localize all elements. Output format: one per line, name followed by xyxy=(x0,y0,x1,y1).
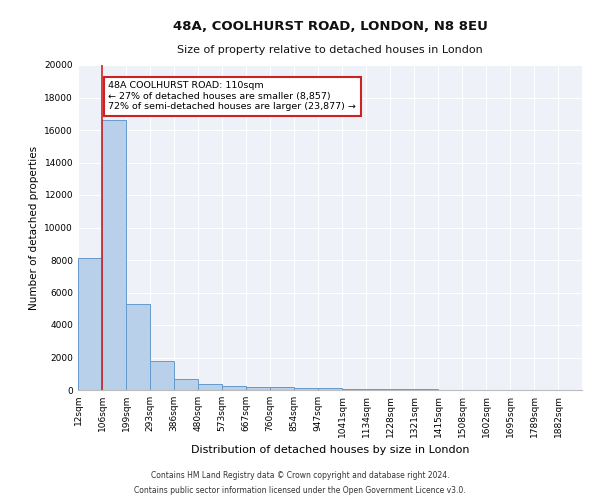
Bar xyxy=(390,389,414,390)
Bar xyxy=(150,361,174,390)
Bar xyxy=(198,384,222,390)
X-axis label: Distribution of detached houses by size in London: Distribution of detached houses by size … xyxy=(191,446,469,456)
Bar xyxy=(270,388,294,390)
Bar xyxy=(126,304,150,390)
Text: 48A COOLHURST ROAD: 110sqm
← 27% of detached houses are smaller (8,857)
72% of s: 48A COOLHURST ROAD: 110sqm ← 27% of deta… xyxy=(108,81,356,111)
Bar xyxy=(294,388,318,390)
Text: Contains HM Land Registry data © Crown copyright and database right 2024.: Contains HM Land Registry data © Crown c… xyxy=(151,471,449,480)
Bar xyxy=(342,388,366,390)
Bar xyxy=(174,378,198,390)
Bar xyxy=(366,389,390,390)
Bar xyxy=(102,120,126,390)
Text: 48A, COOLHURST ROAD, LONDON, N8 8EU: 48A, COOLHURST ROAD, LONDON, N8 8EU xyxy=(173,20,487,33)
Text: Size of property relative to detached houses in London: Size of property relative to detached ho… xyxy=(177,45,483,55)
Bar xyxy=(246,387,270,390)
Bar xyxy=(78,258,102,390)
Y-axis label: Number of detached properties: Number of detached properties xyxy=(29,146,39,310)
Bar xyxy=(222,386,246,390)
Bar xyxy=(318,388,342,390)
Text: Contains public sector information licensed under the Open Government Licence v3: Contains public sector information licen… xyxy=(134,486,466,495)
